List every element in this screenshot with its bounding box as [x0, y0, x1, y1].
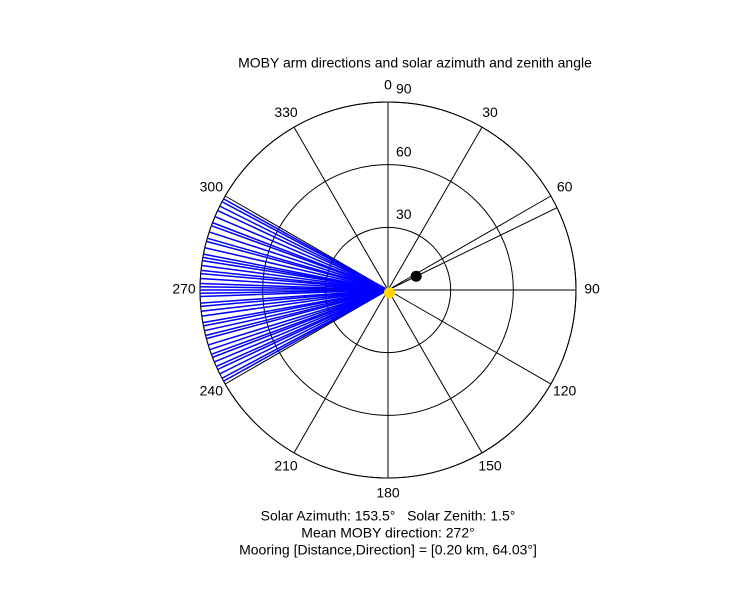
arm-direction [201, 264, 389, 291]
arm-direction [200, 269, 389, 291]
r-tick-label: 60 [396, 143, 412, 159]
grid-spoke [293, 126, 389, 291]
theta-tick-label: 30 [482, 104, 498, 120]
theta-tick-label: 60 [557, 179, 573, 195]
theta-tick-label: 210 [274, 457, 298, 473]
grid-spoke [293, 289, 389, 454]
arm-direction [221, 289, 389, 379]
arm-direction [207, 289, 389, 346]
arm-direction [205, 289, 389, 337]
theta-tick-label: 180 [376, 485, 400, 501]
arm-direction [214, 289, 389, 363]
annotation: Mean MOBY direction: 272° [301, 525, 474, 541]
theta-tick-label: 240 [200, 383, 224, 399]
arm-direction [211, 289, 389, 356]
arm-direction [201, 289, 389, 313]
grid-spoke [387, 126, 483, 291]
arm-direction [223, 198, 389, 291]
arm-direction [200, 282, 389, 291]
arm-direction [204, 246, 389, 291]
grid-spoke [387, 289, 483, 454]
chart-title: MOBY arm directions and solar azimuth an… [238, 55, 592, 71]
mooring-marker [410, 270, 422, 282]
arm-direction [207, 237, 389, 291]
arm-direction [201, 289, 389, 317]
r-tick-label: 30 [396, 206, 412, 222]
grid-spoke [387, 289, 552, 385]
arm-direction [212, 221, 389, 291]
sun-marker [383, 287, 395, 299]
arm-direction [209, 289, 389, 351]
theta-tick-label: 0 [384, 77, 392, 93]
annotation: Mooring [Distance,Direction] = [0.20 km,… [239, 542, 537, 558]
arm-direction [219, 205, 389, 291]
arm-direction [208, 231, 389, 291]
arm-direction [217, 209, 389, 291]
r-tick-label: 90 [396, 81, 412, 97]
arm-direction [202, 289, 389, 324]
arm-direction [200, 277, 389, 291]
annotation: Solar Azimuth: 153.5° Solar Zenith: 1.5° [261, 508, 516, 524]
theta-tick-label: 300 [200, 179, 224, 195]
theta-tick-label: 90 [584, 281, 600, 297]
arm-direction [214, 215, 389, 291]
theta-tick-label: 150 [478, 457, 502, 473]
arm-direction [204, 289, 389, 332]
theta-tick-label: 330 [274, 104, 298, 120]
theta-tick-label: 270 [172, 281, 196, 297]
arm-direction [203, 253, 389, 291]
arm-direction [200, 289, 389, 304]
arm-direction [215, 289, 389, 368]
arm-direction [219, 289, 389, 375]
theta-tick-label: 120 [553, 383, 577, 399]
